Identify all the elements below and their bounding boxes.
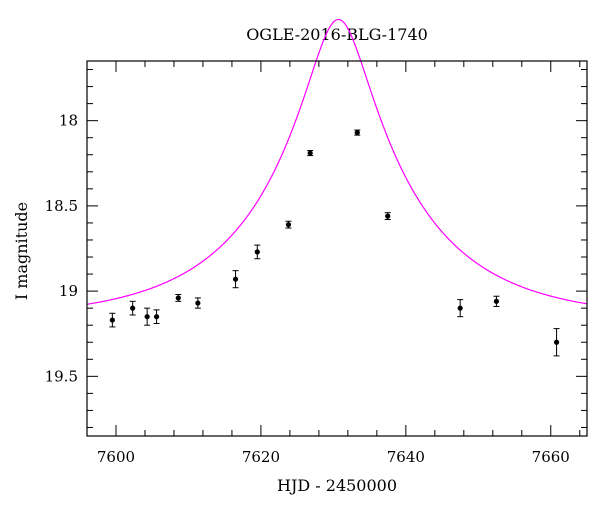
x-tick-label: 7640 <box>387 448 425 466</box>
data-marker <box>144 314 150 320</box>
x-axis-label: HJD - 2450000 <box>277 476 397 495</box>
data-marker <box>195 300 201 306</box>
data-point <box>307 149 314 157</box>
data-marker <box>354 129 360 136</box>
x-tick-label: 7600 <box>97 448 135 466</box>
y-tick-label: 19 <box>59 282 78 300</box>
data-marker <box>385 213 391 219</box>
plot-area: 7600 7620 7640 7660 18 18.5 19 19.5 <box>45 18 588 466</box>
data-marker <box>232 276 239 282</box>
data-point <box>175 294 182 302</box>
data-marker <box>457 305 463 311</box>
data-marker <box>175 295 181 301</box>
data-point <box>144 307 151 326</box>
x-tick-label: 7620 <box>242 448 280 466</box>
chart-title: OGLE-2016-BLG-1740 <box>246 25 428 44</box>
data-marker <box>254 249 260 255</box>
model-curve <box>86 18 588 305</box>
data-marker <box>553 339 560 345</box>
data-point <box>232 270 239 289</box>
data-point <box>354 129 361 136</box>
x-tick-label: 7660 <box>532 448 570 466</box>
data-point <box>285 220 292 229</box>
data-marker <box>109 317 115 323</box>
data-point <box>194 297 201 309</box>
data-point <box>109 312 116 328</box>
data-marker <box>493 298 500 304</box>
plot-frame <box>86 60 588 437</box>
y-tick-label: 19.5 <box>45 367 78 385</box>
data-marker <box>130 305 136 311</box>
data-point <box>153 309 160 324</box>
data-point <box>493 295 500 307</box>
y-tick-label: 18 <box>59 112 78 130</box>
data-marker <box>285 222 292 228</box>
data-point <box>129 300 136 316</box>
y-tick-label: 18.5 <box>45 197 78 215</box>
data-marker <box>307 150 313 156</box>
data-marker <box>153 314 160 320</box>
data-point <box>457 299 464 318</box>
data-point <box>254 244 261 260</box>
y-axis-label: I magnitude <box>12 202 31 300</box>
data-point <box>384 212 391 221</box>
data-point <box>553 328 560 357</box>
